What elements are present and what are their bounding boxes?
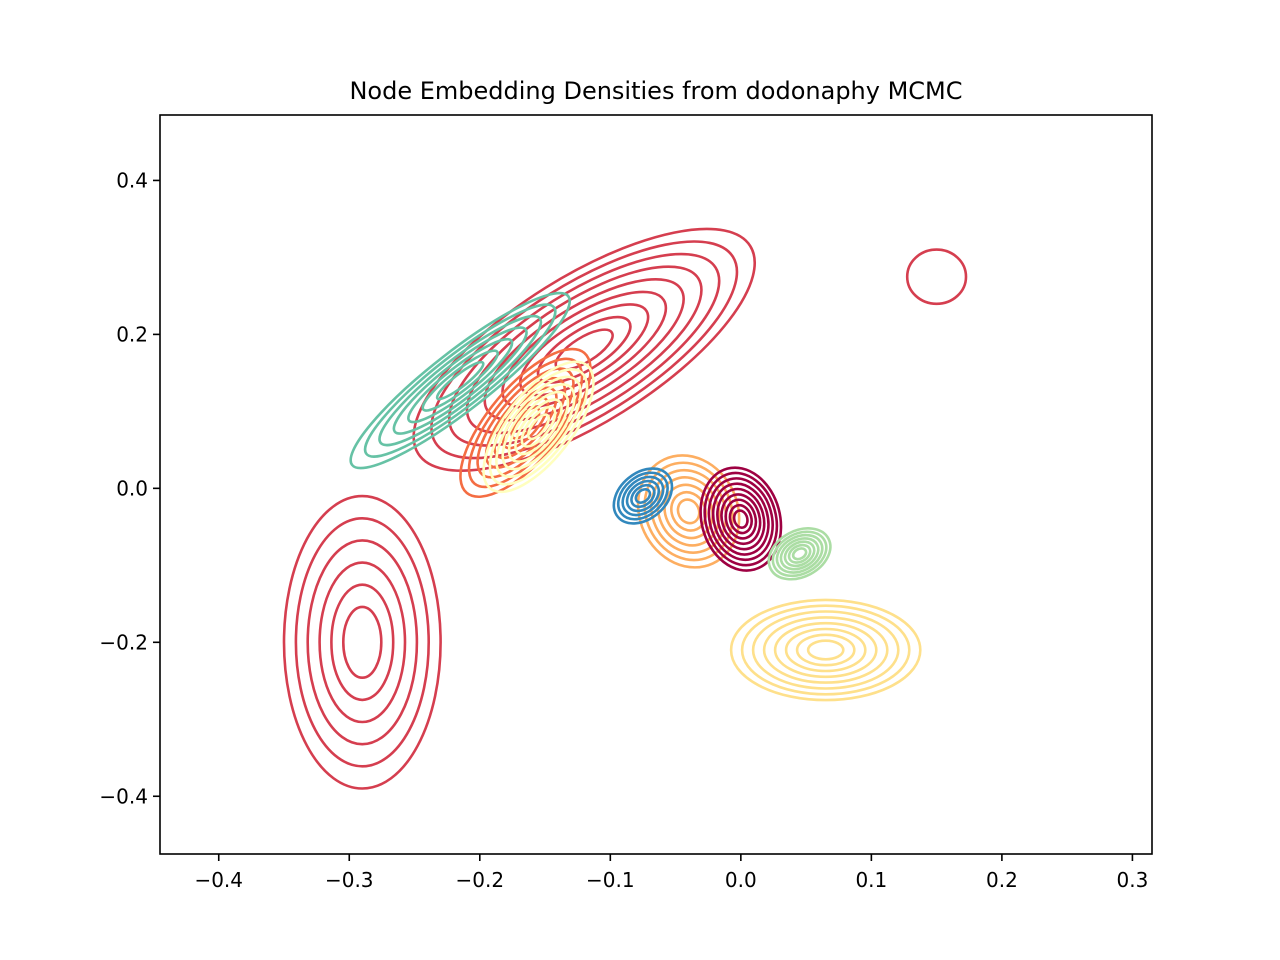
contour-level-7-0-3 bbox=[779, 537, 820, 571]
contour-level-0-2-0 bbox=[905, 248, 968, 306]
contour-level-6-0-6 bbox=[724, 498, 758, 540]
contour-level-7-0-0 bbox=[767, 527, 832, 581]
contour-level-5-0-6 bbox=[676, 498, 701, 525]
contour-level-1-0-3 bbox=[392, 326, 528, 435]
x-tick-label: −0.2 bbox=[456, 868, 505, 892]
y-axis: −0.4 −0.2 0.0 0.2 0.4 bbox=[99, 168, 160, 808]
contour-level-0-0-3 bbox=[465, 265, 703, 435]
contour-series-3 bbox=[729, 598, 922, 702]
contour-level-4-0-3 bbox=[501, 383, 576, 471]
contour-level-3-0-7 bbox=[806, 639, 845, 661]
contour-level-7-0-1 bbox=[771, 530, 828, 578]
contour-level-8-0-4 bbox=[630, 483, 656, 509]
contour-level-0-1-3 bbox=[318, 561, 407, 724]
contour-level-7-0-2 bbox=[775, 533, 824, 574]
contour-level-4-0-7 bbox=[526, 413, 551, 441]
chart-title: Node Embedding Densities from dodonaphy … bbox=[349, 77, 962, 105]
contour-level-8-0-5 bbox=[634, 488, 652, 504]
contour-series-8 bbox=[612, 467, 674, 525]
y-tick-label: 0.4 bbox=[116, 168, 148, 192]
contour-level-1-0-4 bbox=[407, 337, 514, 424]
contour-level-3-0-3 bbox=[762, 616, 889, 684]
contour-level-6-0-7 bbox=[728, 503, 753, 535]
contour-level-1-0-2 bbox=[378, 314, 543, 447]
contour-level-0-1-0 bbox=[282, 494, 442, 790]
contour-level-1-0-6 bbox=[435, 360, 485, 401]
contour-level-8-0-3 bbox=[625, 479, 661, 513]
contour-level-6-0-4 bbox=[716, 487, 766, 551]
contour-level-4-0-5 bbox=[514, 398, 563, 456]
contour-level-4-0-1 bbox=[488, 368, 589, 486]
x-tick-label: 0.2 bbox=[986, 868, 1018, 892]
contour-level-7-0-5 bbox=[787, 543, 812, 564]
contour-level-0-0-2 bbox=[447, 252, 721, 447]
contour-level-3-0-6 bbox=[795, 633, 856, 667]
contour-level-1-0-5 bbox=[421, 349, 499, 412]
contour-level-0-1-2 bbox=[306, 539, 419, 746]
contour-level-6-0-3 bbox=[711, 482, 770, 556]
x-tick-label: 0.0 bbox=[725, 868, 757, 892]
y-tick-label: −0.2 bbox=[99, 630, 148, 654]
contour-level-1-0-0 bbox=[349, 291, 572, 470]
contour-series-6 bbox=[699, 466, 783, 572]
contour-level-0-1-4 bbox=[330, 583, 395, 702]
contour-series-7 bbox=[767, 527, 832, 581]
contour-level-4-0-6 bbox=[520, 405, 557, 448]
contour-level-3-0-2 bbox=[751, 610, 900, 690]
x-tick-label: −0.1 bbox=[586, 868, 635, 892]
plot-frame bbox=[159, 114, 1153, 855]
contour-level-4-0-4 bbox=[507, 390, 570, 463]
contour-level-5-0-2 bbox=[650, 468, 728, 554]
contour-series-4 bbox=[482, 360, 595, 494]
contour-level-3-0-1 bbox=[740, 604, 911, 696]
x-tick-label: −0.3 bbox=[325, 868, 374, 892]
x-tick-label: 0.3 bbox=[1117, 868, 1149, 892]
contour-level-7-0-6 bbox=[791, 547, 808, 561]
contour-level-6-0-1 bbox=[703, 471, 779, 567]
contour-level-3-0-5 bbox=[784, 627, 867, 673]
contour-level-8-0-0 bbox=[612, 467, 674, 525]
x-tick-label: −0.4 bbox=[194, 868, 243, 892]
contour-series-1 bbox=[349, 291, 572, 470]
contour-level-3-0-4 bbox=[773, 621, 878, 679]
contour-level-0-1-5 bbox=[341, 605, 383, 679]
contour-level-6-0-8 bbox=[732, 509, 749, 529]
contour-level-0-1-1 bbox=[294, 516, 430, 768]
contour-level-6-0-0 bbox=[699, 466, 783, 572]
contour-level-1-0-1 bbox=[363, 303, 557, 458]
contour-level-7-0-4 bbox=[783, 540, 816, 568]
contour-level-6-0-5 bbox=[720, 493, 762, 546]
y-tick-label: 0.0 bbox=[116, 476, 148, 500]
contour-level-8-0-2 bbox=[621, 475, 665, 517]
contour-level-4-0-0 bbox=[482, 360, 595, 494]
contour-series-group bbox=[282, 227, 968, 790]
contour-level-5-0-5 bbox=[670, 490, 708, 532]
y-tick-label: 0.2 bbox=[116, 322, 148, 346]
x-axis: −0.4 −0.3 −0.2 −0.1 0.0 0.1 0.2 0.3 bbox=[194, 854, 1148, 892]
contour-level-0-0-0 bbox=[412, 227, 757, 472]
contour-level-2-0-0 bbox=[459, 347, 592, 499]
contour-level-6-0-2 bbox=[707, 477, 774, 562]
contour-level-8-0-1 bbox=[616, 471, 669, 521]
contour-level-3-0-0 bbox=[729, 598, 922, 702]
x-tick-label: 0.1 bbox=[855, 868, 887, 892]
y-tick-label: −0.4 bbox=[99, 784, 148, 808]
contour-level-4-0-2 bbox=[495, 375, 582, 479]
